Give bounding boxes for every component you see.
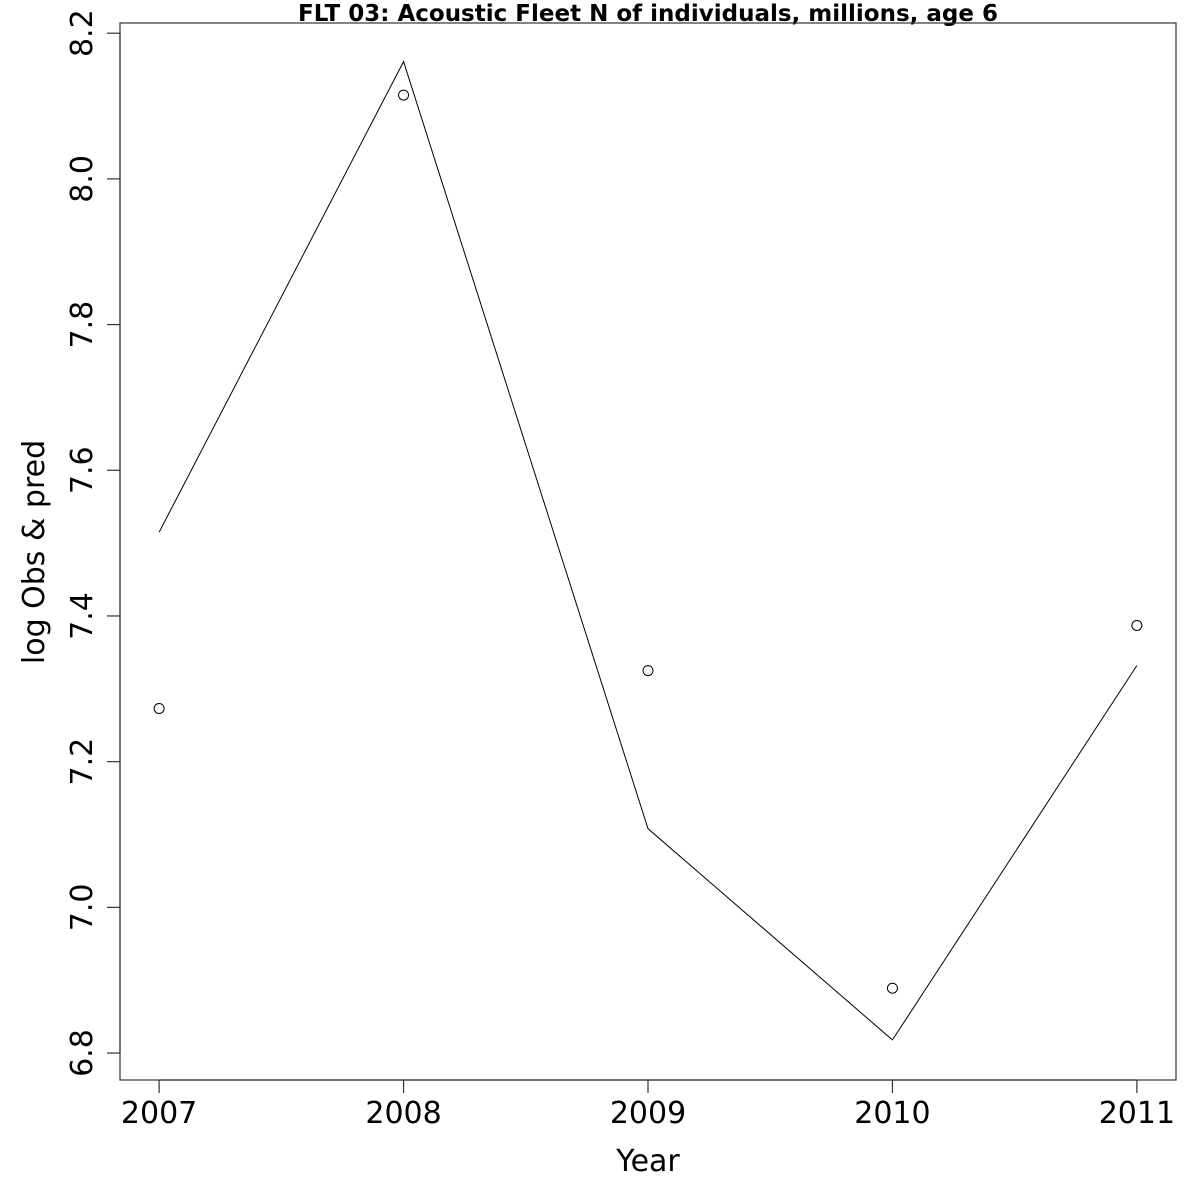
y-tick-label: 8.2 <box>65 9 100 57</box>
y-tick-label: 6.8 <box>65 1029 100 1077</box>
observed-point <box>886 982 898 994</box>
y-tick-label: 8.0 <box>65 155 100 203</box>
x-tick-label: 2010 <box>854 1096 930 1131</box>
y-tick-label: 7.8 <box>65 301 100 349</box>
x-axis-label: Year <box>615 1144 680 1179</box>
y-axis-label: log Obs & pred <box>17 440 52 664</box>
predicted-line <box>158 60 1138 1041</box>
y-axis: 6.8 7.0 7.2 7.4 7.6 7.8 8.0 8.2 <box>65 9 121 1077</box>
y-tick-label: 7.0 <box>65 883 100 931</box>
observed-point <box>642 665 654 677</box>
series-layer <box>153 60 1143 1041</box>
x-tick-label: 2008 <box>365 1096 441 1131</box>
plot-frame <box>119 22 1177 1081</box>
observed-point <box>398 89 410 101</box>
y-tick-label: 7.2 <box>65 738 100 786</box>
observed-point <box>153 702 165 714</box>
x-tick-label: 2009 <box>610 1096 686 1131</box>
y-tick-label: 7.6 <box>65 446 100 494</box>
x-tick-label: 2011 <box>1099 1096 1175 1131</box>
observed-point <box>1131 619 1143 631</box>
x-axis: 2007 2008 2009 2010 2011 <box>121 1079 1175 1131</box>
y-tick-label: 7.4 <box>65 592 100 640</box>
x-tick-label: 2007 <box>121 1096 197 1131</box>
